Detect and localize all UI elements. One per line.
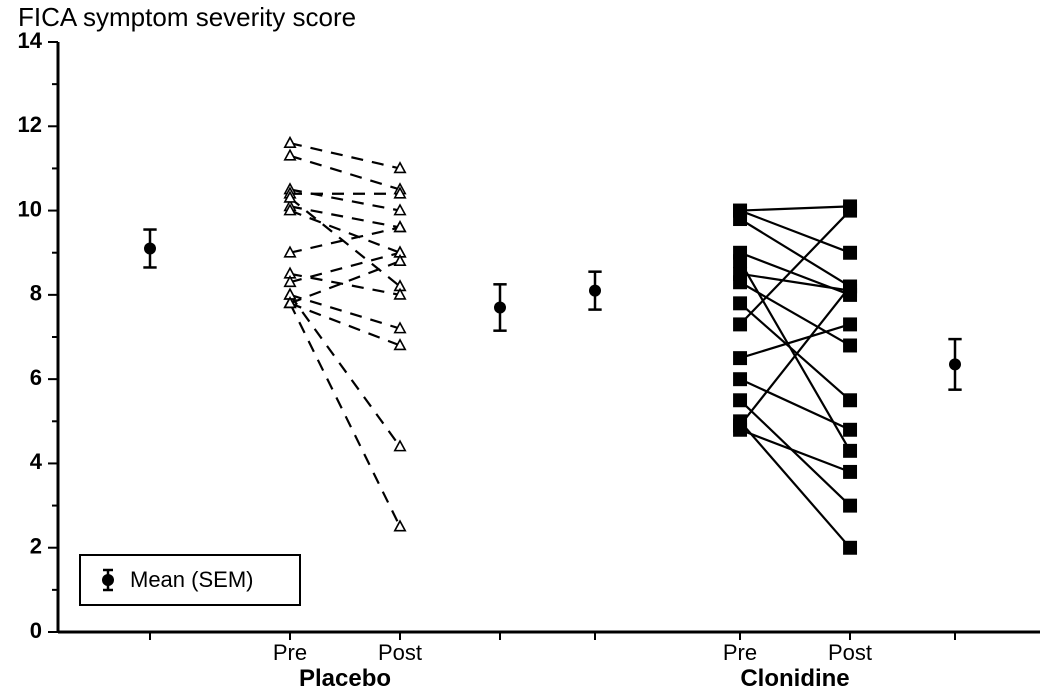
y-tick-label: 14 (18, 28, 43, 53)
square-marker (733, 296, 747, 310)
y-tick-label: 2 (30, 534, 42, 559)
square-marker (733, 372, 747, 386)
square-marker (843, 423, 857, 437)
legend-label: Mean (SEM) (130, 567, 253, 592)
chart-container: FICA symptom severity score 0 2 4 6 8 10 12 14 Pr… (0, 0, 1050, 691)
square-marker (843, 393, 857, 407)
mean-marker (949, 358, 961, 370)
square-marker (733, 275, 747, 289)
square-marker (843, 444, 857, 458)
square-marker (733, 351, 747, 365)
square-marker (843, 541, 857, 555)
x-group-label: Placebo (299, 665, 391, 691)
square-marker (843, 465, 857, 479)
square-marker (733, 212, 747, 226)
x-sub-label: Post (828, 640, 872, 665)
y-tick-label: 10 (18, 196, 42, 221)
chart-title: FICA symptom severity score (18, 2, 356, 32)
y-tick-label: 8 (30, 281, 42, 306)
square-marker (843, 339, 857, 353)
y-tick-label: 0 (30, 618, 42, 643)
y-tick-label: 12 (18, 112, 42, 137)
square-marker (733, 393, 747, 407)
square-marker (843, 280, 857, 294)
legend-marker (102, 574, 114, 586)
square-marker (733, 254, 747, 268)
mean-marker (589, 285, 601, 297)
square-marker (843, 317, 857, 331)
square-marker (843, 246, 857, 260)
x-sub-label: Post (378, 640, 422, 665)
y-tick-label: 6 (30, 365, 42, 390)
chart-svg: FICA symptom severity score 0 2 4 6 8 10 12 14 Pr… (0, 0, 1050, 691)
square-marker (843, 204, 857, 218)
x-group-label: Clonidine (740, 665, 849, 691)
square-marker (733, 317, 747, 331)
y-tick-label: 4 (30, 449, 43, 474)
x-sub-label: Pre (723, 640, 757, 665)
square-marker (733, 419, 747, 433)
square-marker (843, 499, 857, 513)
mean-marker (494, 302, 506, 314)
mean-marker (144, 243, 156, 255)
x-sub-label: Pre (273, 640, 307, 665)
